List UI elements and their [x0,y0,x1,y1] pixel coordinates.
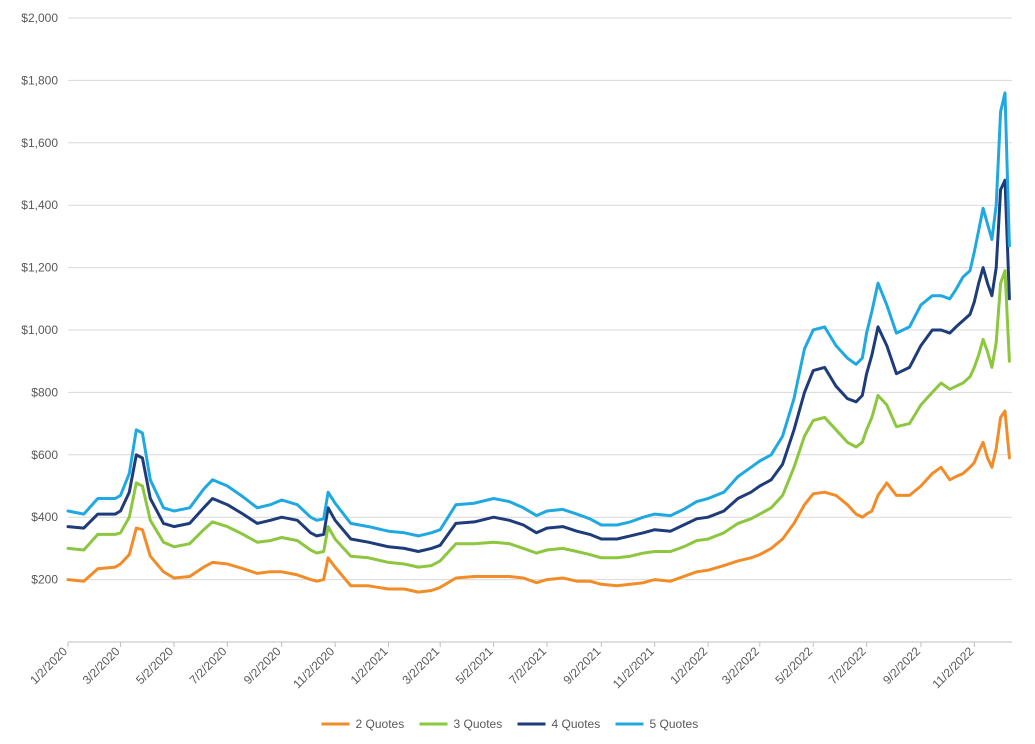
x-tick-label: 1/2/2021 [348,644,391,687]
x-tick-label: 1/2/2020 [27,644,70,687]
x-tick-label: 9/2/2020 [241,644,284,687]
series-line-2-quotes [66,409,1011,594]
x-tick-label: 9/2/2021 [560,644,603,687]
y-tick-label: $600 [31,448,58,462]
legend-label: 4 Quotes [552,717,601,731]
y-tick-label: $200 [31,573,58,587]
legend-label: 3 Quotes [454,717,503,731]
x-tick-label: 7/2/2020 [187,644,230,687]
y-tick-label: $800 [31,385,58,399]
x-tick-label: 7/2/2021 [506,644,549,687]
x-tick-label: 7/2/2022 [826,644,869,687]
x-tick-label: 3/2/2021 [399,644,442,687]
series-lines [66,91,1011,594]
x-tick-label: 9/2/2022 [880,644,923,687]
x-tick-label: 5/2/2021 [453,644,496,687]
y-tick-label: $1,200 [21,261,58,275]
y-tick-label: $2,000 [21,11,58,25]
x-tick-label: 5/2/2022 [772,644,815,687]
legend: 2 Quotes 3 Quotes 4 Quotes 5 Quotes [321,717,699,731]
x-tick-label: 11/2/2020 [290,644,337,691]
x-tick-label: 5/2/2020 [133,644,176,687]
x-tick-label: 3/2/2020 [80,644,123,687]
x-tick-label: 3/2/2022 [719,644,762,687]
series-line-3-quotes [66,269,1011,569]
y-tick-label: $1,800 [21,73,58,87]
legend-label: 5 Quotes [650,717,699,731]
x-tick-label: 11/2/2022 [929,644,976,691]
series-line-4-quotes [66,178,1011,553]
y-tick-label: $1,600 [21,136,58,150]
y-tick-label: $400 [31,510,58,524]
x-tick-label: 1/2/2022 [667,644,710,687]
series-line-5-quotes [66,91,1011,538]
y-tick-label: $1,400 [21,198,58,212]
x-tick-label: 11/2/2021 [610,644,657,691]
legend-label: 2 Quotes [356,717,405,731]
y-tick-label: $1,000 [21,323,58,337]
gridlines [68,17,1012,643]
